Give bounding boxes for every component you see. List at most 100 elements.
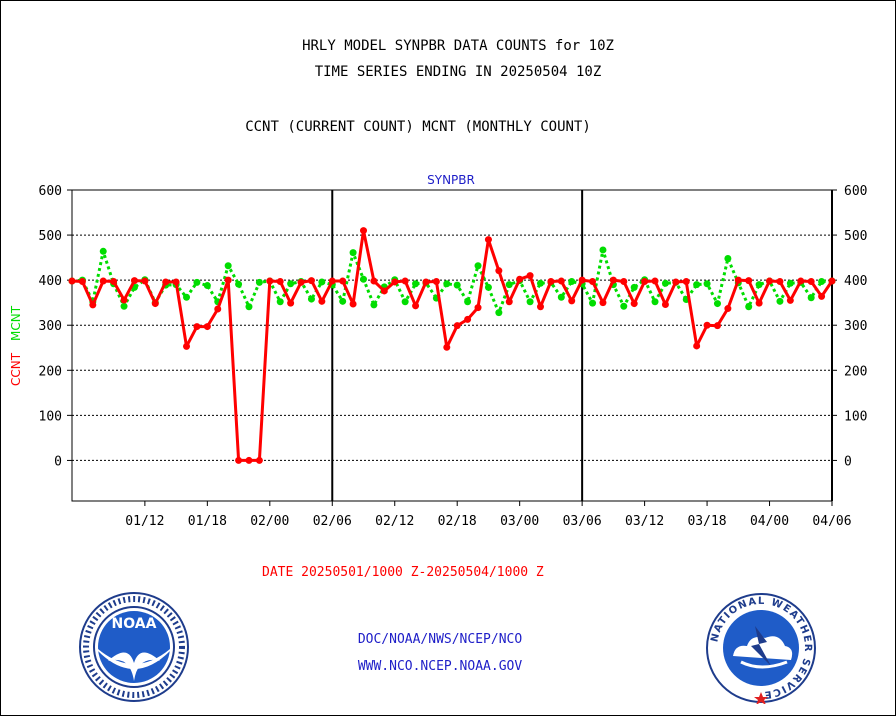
data-point-ccnt (495, 267, 503, 275)
data-point-mcnt (568, 277, 576, 285)
data-point-mcnt (401, 298, 409, 306)
data-point-ccnt (141, 277, 149, 285)
data-point-ccnt (349, 300, 357, 308)
data-point-ccnt (89, 301, 97, 309)
data-point-ccnt (266, 277, 274, 285)
data-point-mcnt (443, 280, 451, 288)
y-tick-label-left: 100 (39, 409, 62, 424)
data-point-ccnt (193, 323, 201, 331)
x-tick-label: 04/06 (812, 514, 851, 529)
data-point-ccnt (99, 277, 107, 285)
data-point-ccnt (557, 277, 565, 285)
data-point-mcnt (318, 278, 326, 286)
data-point-ccnt (214, 305, 222, 313)
data-point-ccnt (797, 277, 805, 285)
data-point-ccnt (703, 321, 711, 329)
data-point-ccnt (807, 277, 815, 285)
data-point-ccnt (339, 277, 347, 285)
data-point-ccnt (391, 278, 399, 286)
y-tick-label-left: 400 (39, 274, 62, 289)
data-point-mcnt (693, 281, 701, 289)
x-tick-label: 01/12 (125, 514, 164, 529)
data-point-mcnt (745, 303, 753, 311)
data-point-ccnt (609, 276, 617, 284)
panel-title: SYNPBR (427, 173, 475, 187)
y-tick-label-right: 0 (844, 454, 852, 469)
data-point-ccnt (713, 322, 721, 330)
data-point-ccnt (401, 277, 409, 285)
data-point-mcnt (349, 249, 357, 257)
x-tick-label: 02/00 (250, 514, 289, 529)
data-point-mcnt (713, 300, 721, 308)
data-point-ccnt (651, 277, 659, 285)
data-point-ccnt (443, 343, 451, 351)
data-point-mcnt (661, 279, 669, 287)
y-tick-label-left: 500 (39, 229, 62, 244)
data-point-mcnt (235, 280, 243, 288)
data-point-mcnt (536, 279, 544, 287)
data-point-mcnt (526, 298, 534, 306)
data-point-ccnt (724, 305, 732, 313)
data-point-mcnt (412, 280, 420, 288)
data-point-ccnt (672, 278, 680, 286)
data-point-mcnt (557, 293, 565, 301)
data-point-ccnt (224, 276, 232, 284)
data-point-mcnt (786, 279, 794, 287)
data-point-ccnt (620, 277, 628, 285)
data-point-ccnt (307, 277, 315, 285)
data-point-ccnt (568, 297, 576, 305)
data-point-ccnt (235, 456, 243, 464)
x-tick-label: 03/12 (625, 514, 664, 529)
data-point-mcnt (370, 301, 378, 309)
y-axis-label-ccnt: CCNT (9, 352, 23, 386)
data-point-mcnt (193, 278, 201, 286)
chart-title-line2: TIME SERIES ENDING IN 20250504 10Z (314, 64, 602, 80)
data-point-ccnt (412, 302, 420, 310)
y-axis-label-mcnt: MCNT (9, 305, 23, 341)
data-point-ccnt (693, 342, 701, 350)
chart-title-line1: HRLY MODEL SYNPBR DATA COUNTS for 10Z (302, 38, 614, 54)
data-point-ccnt (505, 298, 513, 306)
data-point-ccnt (110, 277, 118, 285)
website-link[interactable]: WWW.NCO.NCEP.NOAA.GOV (357, 659, 523, 674)
data-point-mcnt (620, 302, 628, 310)
data-point-mcnt (474, 262, 482, 270)
x-tick-label: 02/12 (375, 514, 414, 529)
data-point-ccnt (661, 300, 669, 308)
date-range-label: DATE 20250501/1000 Z-20250504/1000 Z (262, 565, 544, 580)
data-point-mcnt (203, 282, 211, 290)
data-point-ccnt (547, 277, 555, 285)
data-point-ccnt (766, 277, 774, 285)
y-tick-label-right: 200 (844, 364, 867, 379)
noaa-logo-text: NOAA (112, 616, 157, 632)
y-tick-label-right: 600 (844, 184, 867, 199)
y-tick-label-right: 100 (844, 409, 867, 424)
data-point-ccnt (287, 299, 295, 307)
data-point-ccnt (78, 277, 86, 285)
data-point-mcnt (360, 275, 368, 283)
x-tick-label: 03/18 (687, 514, 726, 529)
x-tick-label: 01/18 (188, 514, 227, 529)
org-path-link[interactable]: DOC/NOAA/NWS/NCEP/NCO (357, 632, 523, 647)
data-point-ccnt (828, 277, 836, 285)
data-point-mcnt (505, 281, 513, 289)
x-tick-label: 03/06 (563, 514, 602, 529)
data-point-mcnt (755, 281, 763, 289)
data-point-mcnt (484, 283, 492, 291)
data-point-mcnt (630, 283, 638, 291)
data-point-mcnt (453, 281, 461, 289)
data-point-ccnt (464, 315, 472, 323)
data-point-ccnt (745, 277, 753, 285)
data-point-ccnt (630, 300, 638, 308)
data-point-ccnt (578, 276, 586, 284)
data-point-ccnt (422, 278, 430, 286)
data-point-ccnt (776, 277, 784, 285)
data-point-mcnt (599, 246, 607, 254)
y-tick-label-right: 400 (844, 274, 867, 289)
data-point-ccnt (318, 297, 326, 305)
data-point-ccnt (474, 304, 482, 312)
x-tick-label: 02/18 (438, 514, 477, 529)
data-point-mcnt (651, 298, 659, 306)
y-tick-label-left: 0 (54, 454, 62, 469)
data-point-ccnt (297, 278, 305, 286)
